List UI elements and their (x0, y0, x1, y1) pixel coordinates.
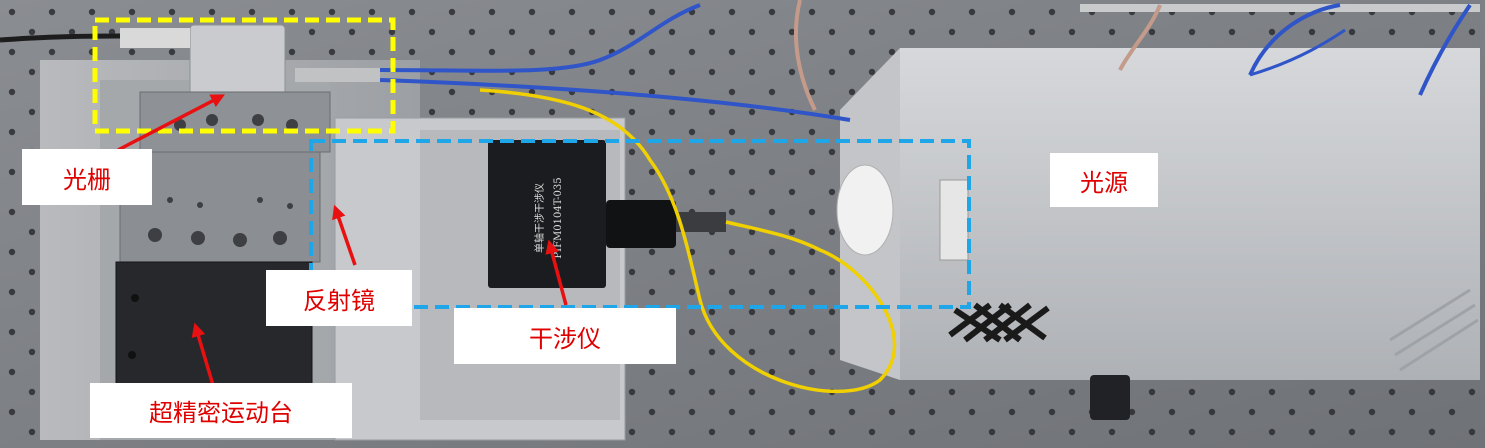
interferometer-label: 干涉仪 (454, 308, 676, 364)
yellow-fiber (479, 88, 897, 394)
light-source-port (836, 164, 894, 256)
grating-label: 光栅 (22, 149, 152, 205)
light-source-label: 光源 (1050, 153, 1158, 207)
stage-label: 超精密运动台 (90, 383, 352, 438)
grating-dashed-box (92, 17, 396, 134)
device-model-line2: PIFM0104T-035 (553, 177, 564, 258)
interferometer-body (488, 140, 606, 288)
stage-arrow (191, 322, 215, 386)
grating-arrow (117, 94, 225, 152)
interferometer-arrow (545, 239, 568, 306)
blue-fiber (379, 3, 701, 73)
mirror-arrow (332, 204, 357, 266)
device-model-line1: 单轴干涉干涉仪 (533, 183, 546, 253)
light-source-box (900, 48, 1480, 380)
mirror-label: 反射镜 (266, 270, 412, 326)
stage-middle-block (119, 151, 321, 263)
vent-grille (948, 302, 1050, 343)
interferometer-dashed-box (309, 139, 971, 309)
